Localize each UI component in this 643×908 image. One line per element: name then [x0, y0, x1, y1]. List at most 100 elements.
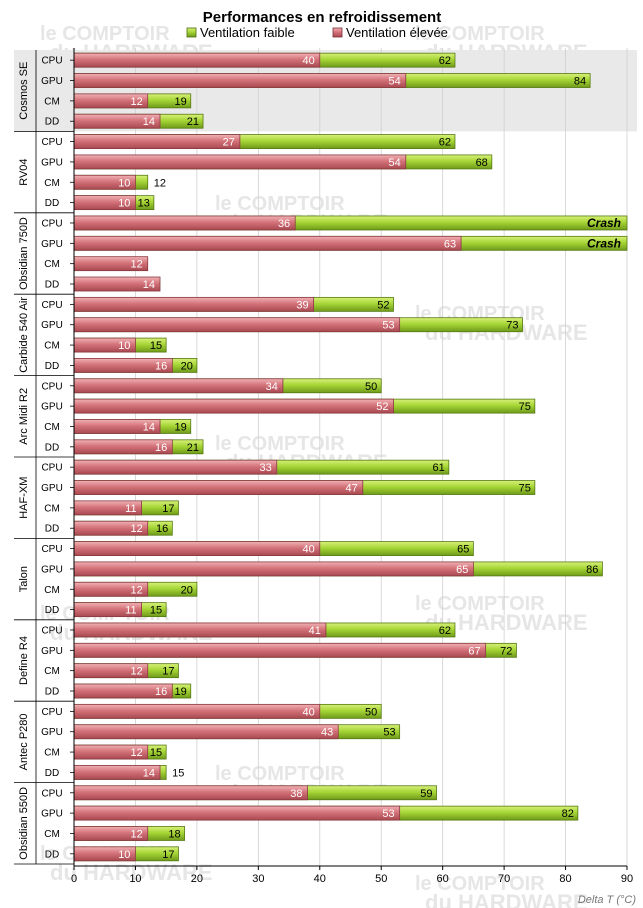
bar-elevee	[73, 215, 296, 231]
bar-label-faible: 13	[138, 198, 150, 210]
bar-label-faible: 75	[519, 483, 531, 495]
x-tick-label: 80	[559, 873, 571, 885]
x-tick-label: 30	[252, 873, 264, 885]
component-label: GPU	[41, 157, 63, 168]
legend: Ventilation faible Ventilation élevée	[186, 25, 448, 40]
bar-label-elevee: 47	[346, 483, 358, 495]
component-label: CPU	[41, 300, 62, 311]
bar-elevee	[73, 398, 394, 414]
bar-label-faible: 62	[439, 137, 451, 149]
component-label: DD	[45, 524, 59, 535]
bar-label-faible: 17	[162, 849, 174, 861]
x-tick-label: 70	[498, 873, 510, 885]
bar-elevee	[73, 296, 315, 312]
bar-label-faible: 15	[172, 767, 184, 779]
bar-label-elevee: 12	[130, 259, 142, 271]
group-label: Cosmos SE	[18, 62, 30, 120]
bar-label-elevee: 27	[223, 137, 235, 149]
component-label: CPU	[41, 56, 62, 67]
component-label: CM	[44, 748, 60, 759]
component-label: CPU	[41, 707, 62, 718]
bar-label-faible: 19	[174, 96, 186, 108]
watermark-line-2: du HARDWARE	[50, 860, 213, 885]
bar-label-elevee: 65	[456, 564, 468, 576]
bar-label-faible: 21	[187, 116, 199, 128]
component-label: CPU	[41, 218, 62, 229]
bar-label-faible: 20	[181, 360, 193, 372]
component-label: CPU	[41, 788, 62, 799]
component-label: CM	[44, 422, 60, 433]
bar-label-elevee: 11	[125, 503, 136, 515]
chart-title: Performances en refroidissement	[203, 9, 441, 26]
bar-label-elevee: 34	[266, 381, 278, 393]
bars: 62408454191221146227685412101310Crash36C…	[73, 52, 628, 862]
bar-label-elevee: 12	[130, 747, 142, 759]
bar-label-faible: 15	[150, 605, 162, 617]
bar-label-elevee: 10	[118, 198, 130, 210]
component-label: CM	[44, 829, 60, 840]
component-label: DD	[45, 605, 59, 616]
component-label: GPU	[41, 564, 63, 575]
bar-label-elevee: 12	[130, 96, 142, 108]
watermark-line-1: le COMPTOIR	[415, 23, 545, 45]
watermark-line-1: le COMPTOIR	[215, 433, 345, 455]
component-label: DD	[45, 442, 59, 453]
component-label: GPU	[41, 809, 63, 820]
x-tick-label: 20	[191, 873, 203, 885]
group-label: Obsidian 750D	[18, 217, 30, 290]
bar-label-faible: 61	[433, 462, 445, 474]
component-label: CM	[44, 341, 60, 352]
bar-elevee	[73, 724, 339, 740]
bar-elevee	[73, 541, 321, 556]
bar-label-elevee: 38	[290, 788, 302, 800]
bar-label-faible: 72	[500, 645, 512, 657]
bar-label-faible: 65	[457, 544, 469, 556]
bar-elevee	[73, 561, 474, 577]
bar-label-elevee: 43	[321, 727, 333, 739]
bar-elevee	[73, 235, 462, 251]
bar-label-faible: 53	[383, 727, 395, 739]
bar-label-elevee: 40	[303, 544, 315, 556]
bar-label-elevee: 16	[155, 442, 167, 454]
bar-label-elevee: 41	[309, 625, 321, 637]
bar-label-elevee: 16	[155, 360, 167, 372]
group-label: RV04	[18, 158, 30, 185]
bar-label-faible: 68	[476, 157, 488, 169]
bar-label-elevee: 52	[376, 401, 388, 413]
component-label: GPU	[41, 320, 63, 331]
bar-label-elevee: 14	[143, 421, 155, 433]
bar-label-faible: 84	[574, 76, 586, 88]
group-label: Antec P280	[18, 713, 30, 770]
component-label: GPU	[41, 239, 63, 250]
bar-elevee	[73, 703, 321, 719]
bar-label-faible: 17	[162, 503, 174, 515]
bar-elevee	[73, 622, 327, 638]
bar-label-faible: 52	[377, 299, 389, 311]
component-label: DD	[45, 198, 59, 209]
bar-label-elevee: 10	[118, 177, 130, 189]
watermark-line-1: le COMPTOIR	[215, 763, 345, 785]
bar-label-faible: 12	[154, 177, 166, 189]
bar-label-elevee: 16	[155, 686, 167, 698]
bar-label-elevee: 53	[382, 320, 394, 332]
bar-label-elevee: 12	[130, 523, 142, 535]
x-tick-label: 60	[437, 873, 449, 885]
bar-label-faible: 19	[174, 686, 186, 698]
bar-label-faible: Crash	[587, 216, 621, 230]
watermark-line-2: du HARDWARE	[425, 890, 588, 908]
bar-label-faible: 86	[586, 564, 598, 576]
component-label: CM	[44, 96, 60, 107]
bar-label-faible: 18	[168, 828, 180, 840]
bar-label-elevee: 12	[130, 828, 142, 840]
component-label: GPU	[41, 646, 63, 657]
bar-label-elevee: 36	[278, 218, 290, 230]
component-label: CPU	[41, 381, 62, 392]
bar-elevee	[73, 134, 241, 149]
group-label: Arc Midi R2	[18, 388, 30, 445]
component-label: CM	[44, 666, 60, 677]
watermark-line-1: le COMPTOIR	[40, 23, 170, 45]
bar-elevee	[73, 73, 407, 88]
legend-label-elevee: Ventilation élevée	[346, 25, 448, 40]
watermark-line-1: le COMPTOIR	[415, 593, 545, 615]
